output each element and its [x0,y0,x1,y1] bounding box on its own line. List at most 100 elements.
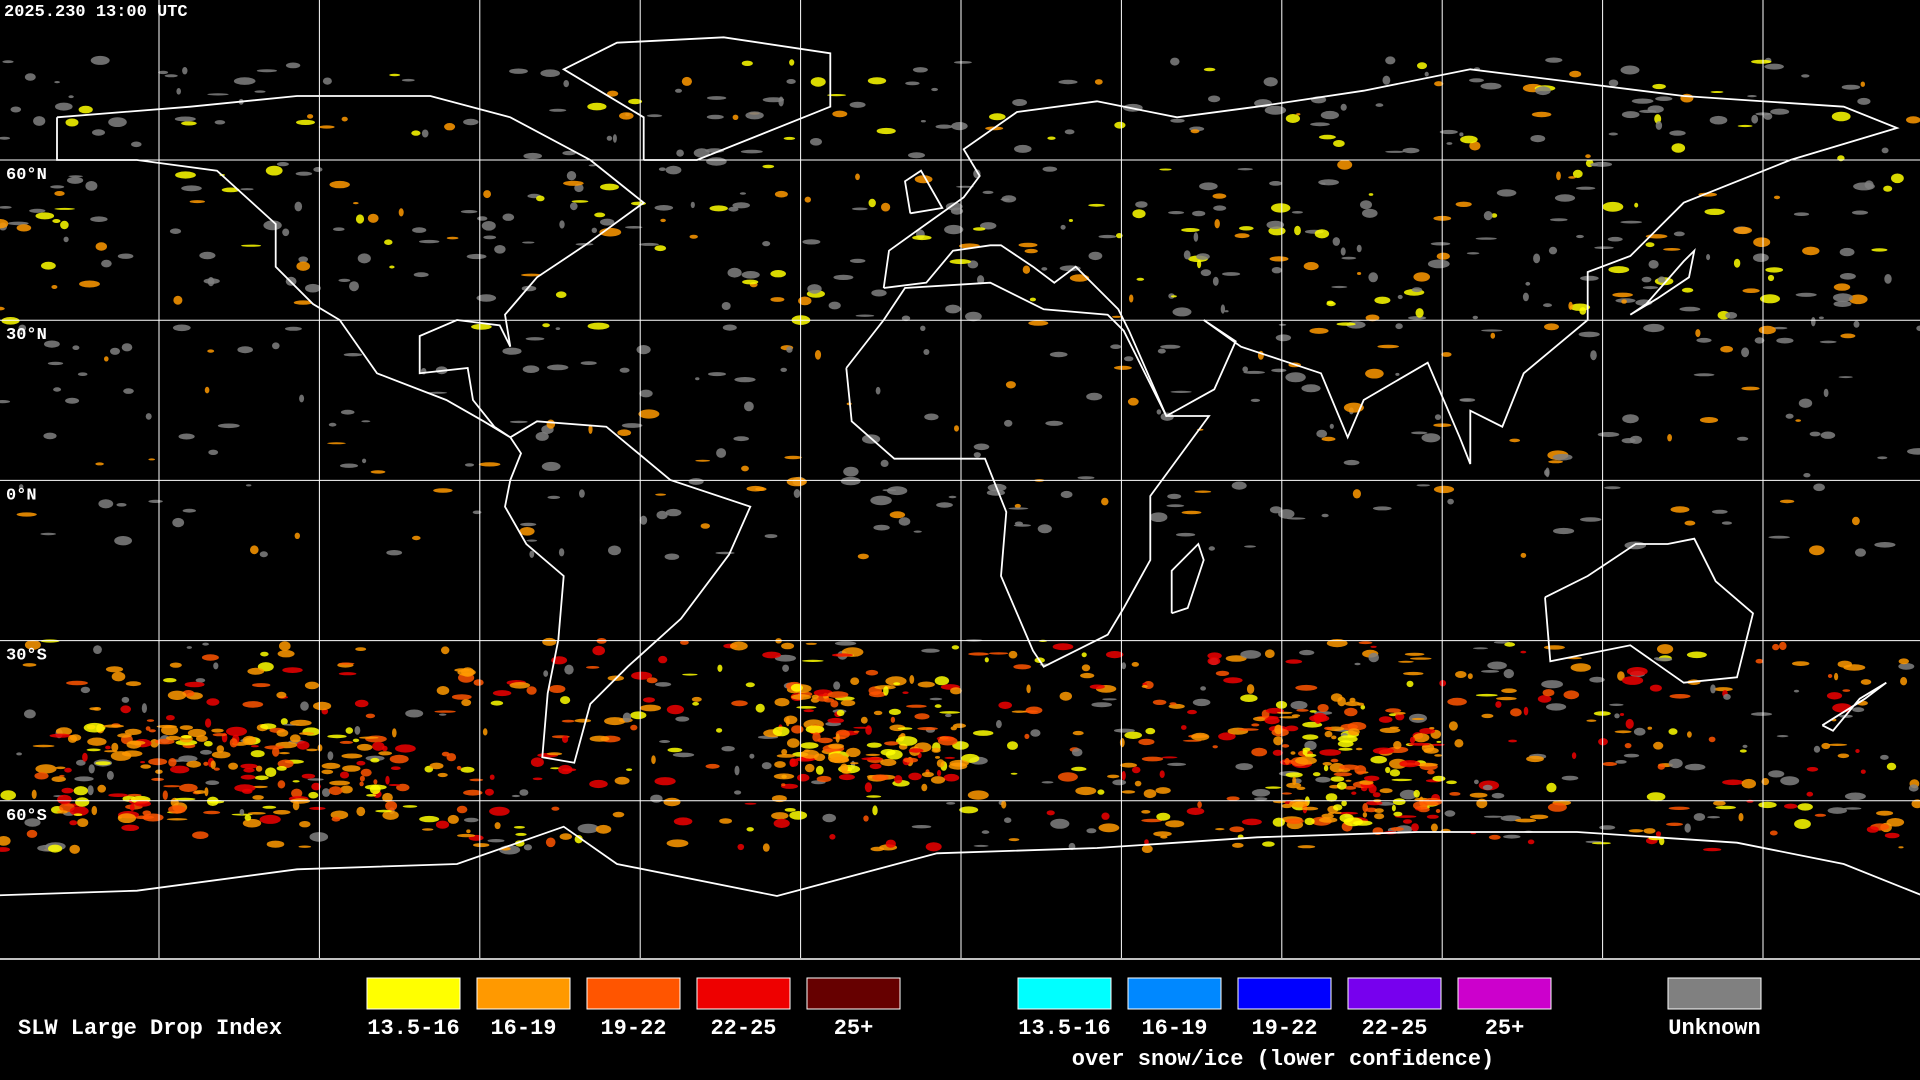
cloud-speckle [382,792,393,803]
cloud-speckle [1527,839,1535,845]
cloud-speckle [1684,763,1706,771]
cloud-speckle [984,657,989,663]
cloud-speckle [494,245,506,254]
cloud-speckle [456,805,468,814]
latitude-label: 60°S [6,807,47,826]
cloud-speckle [1081,652,1087,658]
cloud-speckle [167,690,187,700]
cloud-speckle [1693,813,1706,821]
cloud-speckle [402,805,418,808]
cloud-speckle [1755,658,1764,664]
cloud-speckle [1374,296,1391,304]
cloud-speckle [1855,749,1860,753]
cloud-speckle [1329,423,1334,429]
cloud-speckle [311,782,321,791]
cloud-speckle [1360,200,1372,210]
cloud-speckle [929,697,943,701]
cloud-speckle [850,677,860,685]
cloud-speckle [327,734,347,739]
cloud-speckle [49,733,72,738]
cloud-speckle [519,527,535,536]
cloud-speckle [823,698,835,703]
cloud-speckle [199,251,216,260]
cloud-speckle [1113,728,1135,733]
cloud-speckle [1876,810,1894,816]
cloud-speckle [1853,320,1860,328]
cloud-speckle [1295,756,1317,765]
cloud-speckle [1467,673,1473,680]
legend-label: 13.5-16 [1018,1016,1110,1041]
cloud-speckle [790,683,803,692]
cloud-speckle [827,94,847,97]
cloud-speckle [289,734,301,743]
cloud-speckle [1860,769,1866,774]
cloud-speckle [732,202,750,209]
cloud-speckle [1304,753,1317,758]
cloud-speckle [413,272,429,278]
cloud-speckle [1132,209,1146,219]
cloud-speckle [548,685,566,693]
cloud-speckle [260,723,277,730]
cloud-speckle [828,743,844,749]
cloud-speckle [1510,708,1522,717]
cloud-speckle [1624,541,1647,550]
cloud-speckle [1621,438,1636,444]
cloud-speckle [934,704,942,708]
cloud-speckle [968,652,989,656]
cloud-speckle [163,785,181,788]
cloud-speckle [1348,728,1360,736]
cloud-speckle [1239,226,1254,231]
cloud-speckle [398,208,404,217]
cloud-speckle [1399,789,1417,800]
cloud-speckle [543,670,549,677]
cloud-speckle [1037,524,1052,534]
cloud-speckle [1447,697,1467,706]
cloud-speckle [148,758,168,766]
cloud-speckle [1167,762,1186,767]
cloud-speckle [574,718,592,723]
cloud-speckle [1333,140,1345,147]
cloud-speckle [1543,303,1552,308]
cloud-speckle [908,748,924,753]
cloud-speckle [1433,485,1455,494]
cloud-speckle [911,825,932,829]
cloud-speckle [1190,129,1200,134]
cloud-speckle [68,175,83,178]
cloud-speckle [1439,129,1458,135]
cloud-speckle [207,93,229,96]
cloud-speckle [784,808,796,812]
cloud-speckle [959,806,979,814]
legend-swatch [1017,977,1112,1010]
cloud-speckle [54,191,65,196]
cloud-speckle [1012,99,1027,106]
cloud-speckle [67,734,78,743]
cloud-speckle [805,725,825,734]
cloud-speckle [786,477,807,487]
cloud-speckle [772,726,790,737]
cloud-speckle [800,749,820,759]
cloud-speckle [469,778,484,782]
cloud-speckle [793,489,801,498]
cloud-speckle [1684,520,1696,526]
cloud-speckle [1088,203,1105,207]
cloud-speckle [250,745,259,748]
cloud-speckle [1599,825,1616,830]
cloud-speckle [1837,753,1850,759]
cloud-speckle [1548,460,1563,464]
cloud-speckle [626,768,633,771]
cloud-speckle [95,242,108,251]
cloud-speckle [1655,831,1662,837]
cloud-speckle [1779,641,1787,651]
cloud-speckle [977,275,985,285]
cloud-speckle [1881,147,1889,154]
cloud-speckle [473,679,484,686]
cloud-speckle [676,149,684,157]
cloud-speckle [245,484,252,487]
cloud-speckle [509,682,531,689]
cloud-speckle [276,691,287,699]
cloud-speckle [1323,765,1329,772]
latitude-label: 0°N [6,486,37,505]
cloud-speckle [1652,83,1666,90]
cloud-speckle [1455,671,1467,678]
cloud-speckle [1310,122,1330,127]
